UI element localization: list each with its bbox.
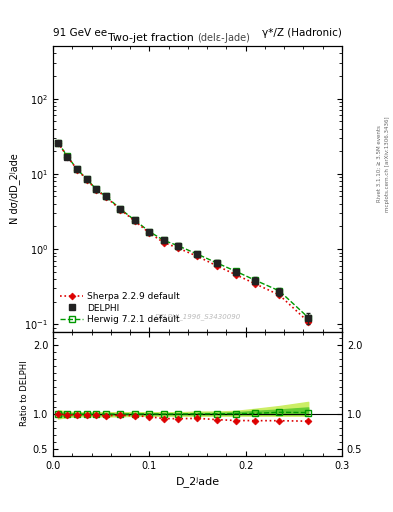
- Sherpa 2.2.9 default: [215, 263, 219, 269]
- Sherpa 2.2.9 default: [195, 253, 200, 260]
- DELPHI: [162, 238, 166, 244]
- Sherpa 2.2.9 default: [118, 206, 123, 212]
- Herwig 7.2.1 default: [104, 194, 108, 200]
- DELPHI: [215, 260, 219, 266]
- Herwig 7.2.1 default: [162, 237, 166, 243]
- DELPHI: [234, 269, 239, 275]
- Herwig 7.2.1 default: [132, 217, 137, 223]
- DELPHI: [176, 243, 181, 249]
- Line: Herwig 7.2.1 default: Herwig 7.2.1 default: [55, 139, 311, 321]
- Sherpa 2.2.9 default: [234, 272, 239, 278]
- Legend: Sherpa 2.2.9 default, DELPHI, Herwig 7.2.1 default: Sherpa 2.2.9 default, DELPHI, Herwig 7.2…: [57, 289, 183, 327]
- DELPHI: [132, 218, 137, 224]
- Sherpa 2.2.9 default: [253, 281, 258, 287]
- DELPHI: [104, 194, 108, 200]
- Line: DELPHI: DELPHI: [55, 140, 311, 322]
- Text: Rivet 3.1.10; ≥ 3.5M events: Rivet 3.1.10; ≥ 3.5M events: [377, 125, 382, 202]
- Sherpa 2.2.9 default: [176, 245, 181, 251]
- Sherpa 2.2.9 default: [306, 318, 310, 325]
- DELPHI: [253, 278, 258, 284]
- Herwig 7.2.1 default: [253, 277, 258, 283]
- Herwig 7.2.1 default: [84, 176, 89, 182]
- Sherpa 2.2.9 default: [162, 240, 166, 246]
- DELPHI: [55, 140, 60, 146]
- Sherpa 2.2.9 default: [65, 154, 70, 160]
- DELPHI: [118, 206, 123, 212]
- DELPHI: [306, 315, 310, 322]
- Text: γ*/Z (Hadronic): γ*/Z (Hadronic): [262, 28, 342, 38]
- Y-axis label: N dσ/dD_2ʲade: N dσ/dD_2ʲade: [9, 154, 20, 224]
- Line: Sherpa 2.2.9 default: Sherpa 2.2.9 default: [55, 140, 310, 324]
- DELPHI: [84, 176, 89, 182]
- Sherpa 2.2.9 default: [132, 218, 137, 224]
- Sherpa 2.2.9 default: [277, 292, 282, 298]
- Text: (delε-Jade): (delε-Jade): [198, 33, 250, 43]
- Text: Two-jet fraction: Two-jet fraction: [108, 33, 198, 43]
- Herwig 7.2.1 default: [277, 288, 282, 294]
- DELPHI: [147, 229, 152, 235]
- Y-axis label: Ratio to DELPHI: Ratio to DELPHI: [20, 361, 29, 426]
- Herwig 7.2.1 default: [118, 206, 123, 212]
- Herwig 7.2.1 default: [195, 251, 200, 257]
- Herwig 7.2.1 default: [55, 139, 60, 145]
- Sherpa 2.2.9 default: [147, 230, 152, 236]
- DELPHI: [277, 289, 282, 295]
- Herwig 7.2.1 default: [65, 154, 70, 160]
- DELPHI: [65, 154, 70, 160]
- DELPHI: [195, 251, 200, 258]
- Sherpa 2.2.9 default: [104, 194, 108, 200]
- Sherpa 2.2.9 default: [94, 187, 99, 193]
- Sherpa 2.2.9 default: [75, 166, 79, 173]
- Herwig 7.2.1 default: [234, 268, 239, 274]
- DELPHI: [94, 186, 99, 193]
- Herwig 7.2.1 default: [147, 228, 152, 234]
- Herwig 7.2.1 default: [215, 260, 219, 266]
- Text: DELPHI_1996_S3430090: DELPHI_1996_S3430090: [154, 313, 241, 320]
- Sherpa 2.2.9 default: [55, 140, 60, 146]
- Herwig 7.2.1 default: [75, 166, 79, 173]
- Herwig 7.2.1 default: [94, 186, 99, 193]
- DELPHI: [75, 166, 79, 173]
- Text: 91 GeV ee: 91 GeV ee: [53, 28, 107, 38]
- Herwig 7.2.1 default: [176, 243, 181, 249]
- Text: mcplots.cern.ch [arXiv:1306.3436]: mcplots.cern.ch [arXiv:1306.3436]: [385, 116, 389, 211]
- Herwig 7.2.1 default: [306, 314, 310, 321]
- Sherpa 2.2.9 default: [84, 177, 89, 183]
- X-axis label: D_2ʲade: D_2ʲade: [175, 476, 220, 487]
